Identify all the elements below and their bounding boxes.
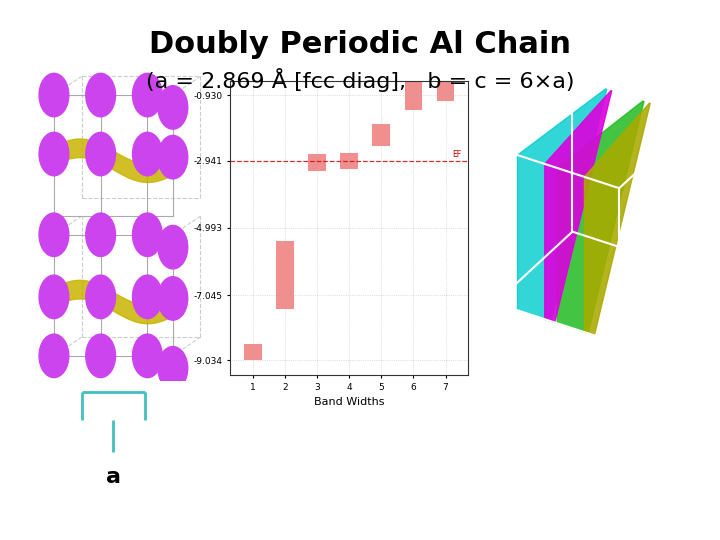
Circle shape — [86, 73, 115, 117]
Bar — [372, 124, 390, 146]
X-axis label: Band Widths: Band Widths — [314, 397, 384, 408]
Circle shape — [132, 132, 162, 176]
Bar — [341, 153, 358, 168]
Bar — [308, 154, 326, 171]
Circle shape — [158, 136, 188, 179]
Circle shape — [132, 334, 162, 377]
Circle shape — [39, 275, 69, 319]
Circle shape — [132, 213, 162, 256]
Bar — [405, 74, 422, 111]
Text: Doubly Periodic Al Chain: Doubly Periodic Al Chain — [149, 30, 571, 59]
Text: a: a — [106, 467, 121, 487]
Circle shape — [158, 226, 188, 269]
Circle shape — [39, 132, 69, 176]
Circle shape — [158, 347, 188, 390]
Polygon shape — [545, 89, 612, 322]
Text: EF: EF — [452, 150, 462, 159]
Polygon shape — [518, 87, 607, 321]
Circle shape — [158, 276, 188, 320]
Circle shape — [86, 132, 115, 176]
Circle shape — [86, 275, 115, 319]
Circle shape — [158, 86, 188, 129]
Text: (a = 2.869 Å [fcc diag],   b = c = 6×a): (a = 2.869 Å [fcc diag], b = c = 6×a) — [145, 68, 575, 91]
Circle shape — [39, 334, 69, 377]
Polygon shape — [557, 100, 644, 333]
Circle shape — [86, 213, 115, 256]
Circle shape — [132, 73, 162, 117]
Circle shape — [86, 334, 115, 377]
Circle shape — [39, 213, 69, 256]
Circle shape — [39, 73, 69, 117]
Bar — [276, 241, 294, 309]
Polygon shape — [585, 102, 651, 335]
Bar — [244, 345, 261, 360]
Bar — [437, 80, 454, 102]
Circle shape — [132, 275, 162, 319]
